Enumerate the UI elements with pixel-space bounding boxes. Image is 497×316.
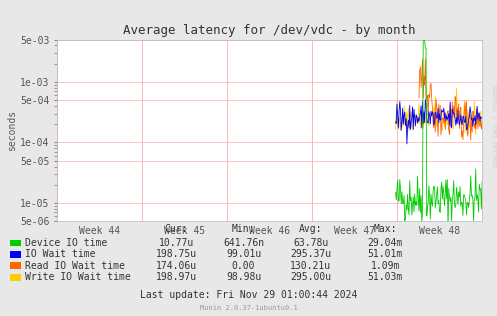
Text: Munin 2.0.37-1ubuntu0.1: Munin 2.0.37-1ubuntu0.1 [200,305,297,311]
Text: Write IO Wait time: Write IO Wait time [25,272,131,282]
Text: 99.01u: 99.01u [226,249,261,259]
Text: Read IO Wait time: Read IO Wait time [25,261,125,271]
Text: Last update: Fri Nov 29 01:00:44 2024: Last update: Fri Nov 29 01:00:44 2024 [140,290,357,300]
Text: Device IO time: Device IO time [25,238,107,248]
Text: Avg:: Avg: [299,224,323,234]
Text: Min:: Min: [232,224,255,234]
Text: 63.78u: 63.78u [293,238,328,248]
Text: 198.97u: 198.97u [156,272,197,282]
Text: IO Wait time: IO Wait time [25,249,95,259]
Text: 29.04m: 29.04m [368,238,403,248]
Text: 198.75u: 198.75u [156,249,197,259]
Text: 295.00u: 295.00u [290,272,331,282]
Text: 1.09m: 1.09m [370,261,400,271]
Text: 174.06u: 174.06u [156,261,197,271]
Text: 10.77u: 10.77u [159,238,194,248]
Text: 51.01m: 51.01m [368,249,403,259]
Text: 0.00: 0.00 [232,261,255,271]
Text: Max:: Max: [373,224,397,234]
Text: 98.98u: 98.98u [226,272,261,282]
Text: 130.21u: 130.21u [290,261,331,271]
Y-axis label: seconds: seconds [7,110,17,151]
Text: Cur:: Cur: [165,224,188,234]
Title: Average latency for /dev/vdc - by month: Average latency for /dev/vdc - by month [123,24,416,37]
Text: 51.03m: 51.03m [368,272,403,282]
Text: RRDTOOL / TOBI OETIKER: RRDTOOL / TOBI OETIKER [491,85,496,168]
Text: 641.76n: 641.76n [223,238,264,248]
Text: 295.37u: 295.37u [290,249,331,259]
